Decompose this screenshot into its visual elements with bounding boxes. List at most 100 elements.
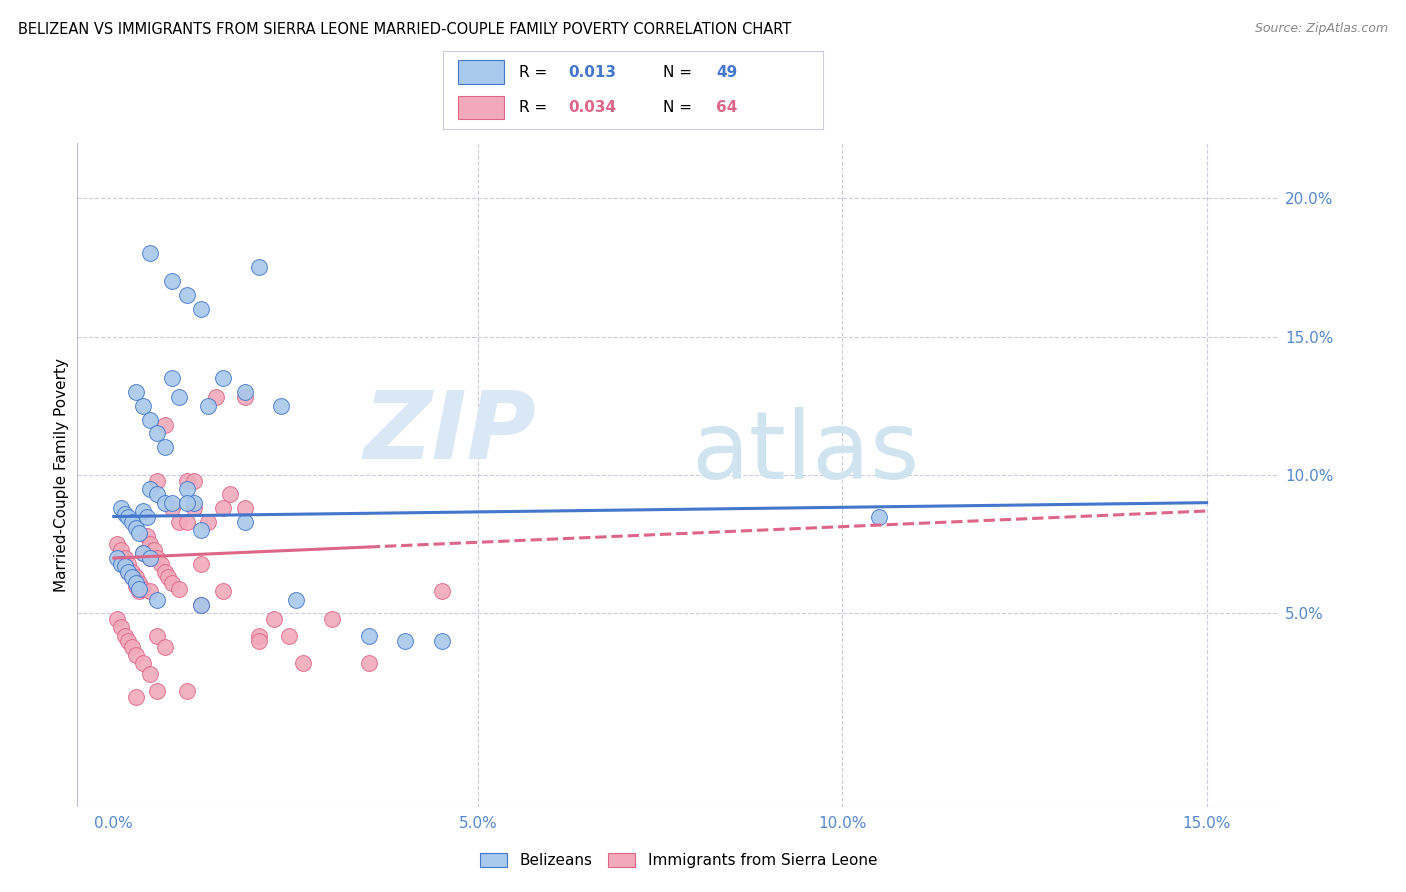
Point xyxy=(132,399,155,413)
Text: R =: R = xyxy=(519,64,553,79)
Point xyxy=(146,426,169,441)
Point xyxy=(139,482,162,496)
Point xyxy=(176,684,198,698)
Point xyxy=(169,391,191,405)
Legend: Belizeans, Immigrants from Sierra Leone: Belizeans, Immigrants from Sierra Leone xyxy=(474,847,883,874)
Point xyxy=(146,684,169,698)
Point xyxy=(204,391,226,405)
Point xyxy=(284,592,307,607)
Point xyxy=(183,496,205,510)
Point xyxy=(124,579,146,593)
Point xyxy=(110,557,132,571)
Text: R =: R = xyxy=(519,100,553,115)
Point xyxy=(270,399,292,413)
Point xyxy=(197,515,219,529)
Point xyxy=(124,690,146,704)
Point xyxy=(139,584,162,599)
Point xyxy=(153,565,176,579)
Point xyxy=(190,598,212,612)
Point xyxy=(183,474,205,488)
Point xyxy=(132,657,155,671)
Text: atlas: atlas xyxy=(692,407,920,499)
Point xyxy=(321,612,343,626)
Text: BELIZEAN VS IMMIGRANTS FROM SIERRA LEONE MARRIED-COUPLE FAMILY POVERTY CORRELATI: BELIZEAN VS IMMIGRANTS FROM SIERRA LEONE… xyxy=(18,22,792,37)
Point xyxy=(139,551,162,566)
Text: N =: N = xyxy=(664,100,697,115)
Point xyxy=(124,384,146,399)
Point xyxy=(160,496,183,510)
Point xyxy=(110,542,132,557)
Point xyxy=(212,501,235,516)
Point xyxy=(117,565,139,579)
Point xyxy=(249,629,271,643)
Point xyxy=(249,634,271,648)
Point xyxy=(233,501,256,516)
Point xyxy=(868,509,890,524)
Point xyxy=(146,629,169,643)
Point xyxy=(146,474,169,488)
Point xyxy=(150,557,173,571)
Point xyxy=(121,515,143,529)
Bar xyxy=(458,95,503,120)
Text: Source: ZipAtlas.com: Source: ZipAtlas.com xyxy=(1254,22,1388,36)
Point xyxy=(190,557,212,571)
Point xyxy=(357,629,380,643)
Point xyxy=(142,542,165,557)
Point xyxy=(357,657,380,671)
Point xyxy=(153,640,176,654)
Point xyxy=(110,501,132,516)
Point xyxy=(139,246,162,260)
Point xyxy=(277,629,299,643)
Y-axis label: Married-Couple Family Poverty: Married-Couple Family Poverty xyxy=(53,358,69,592)
Point xyxy=(212,371,235,385)
Point xyxy=(176,515,198,529)
Text: 64: 64 xyxy=(716,100,738,115)
Point xyxy=(160,371,183,385)
Point xyxy=(153,496,176,510)
Point xyxy=(169,582,191,596)
Point xyxy=(124,576,146,591)
Point xyxy=(117,509,139,524)
Point xyxy=(212,584,235,599)
Point xyxy=(176,496,198,510)
Point xyxy=(107,537,129,551)
Point xyxy=(110,551,132,566)
Point xyxy=(132,545,155,559)
Point xyxy=(249,260,271,275)
Point xyxy=(176,474,198,488)
Point xyxy=(169,515,191,529)
Point xyxy=(117,557,139,571)
Point xyxy=(292,657,315,671)
Point xyxy=(121,570,143,584)
Point xyxy=(219,487,242,501)
Point xyxy=(430,584,453,599)
Point xyxy=(160,501,183,516)
Point xyxy=(146,551,169,566)
Point xyxy=(114,557,136,571)
Point xyxy=(197,399,219,413)
Point xyxy=(132,504,155,518)
Point xyxy=(146,592,169,607)
Point xyxy=(128,582,150,596)
Text: ZIP: ZIP xyxy=(363,387,536,480)
Point xyxy=(263,612,285,626)
Point xyxy=(190,524,212,538)
Point xyxy=(132,582,155,596)
Bar xyxy=(458,61,503,84)
Point xyxy=(135,529,157,543)
Point xyxy=(124,648,146,662)
Point xyxy=(135,509,157,524)
Point xyxy=(121,565,143,579)
Point xyxy=(114,507,136,521)
Point xyxy=(430,634,453,648)
Point xyxy=(160,274,183,288)
Point xyxy=(128,576,150,591)
Point xyxy=(117,565,139,579)
Point xyxy=(233,384,256,399)
Point xyxy=(132,545,155,559)
Point xyxy=(114,559,136,574)
Point xyxy=(183,501,205,516)
Point xyxy=(146,487,169,501)
Text: 0.034: 0.034 xyxy=(568,100,616,115)
Point xyxy=(139,667,162,681)
